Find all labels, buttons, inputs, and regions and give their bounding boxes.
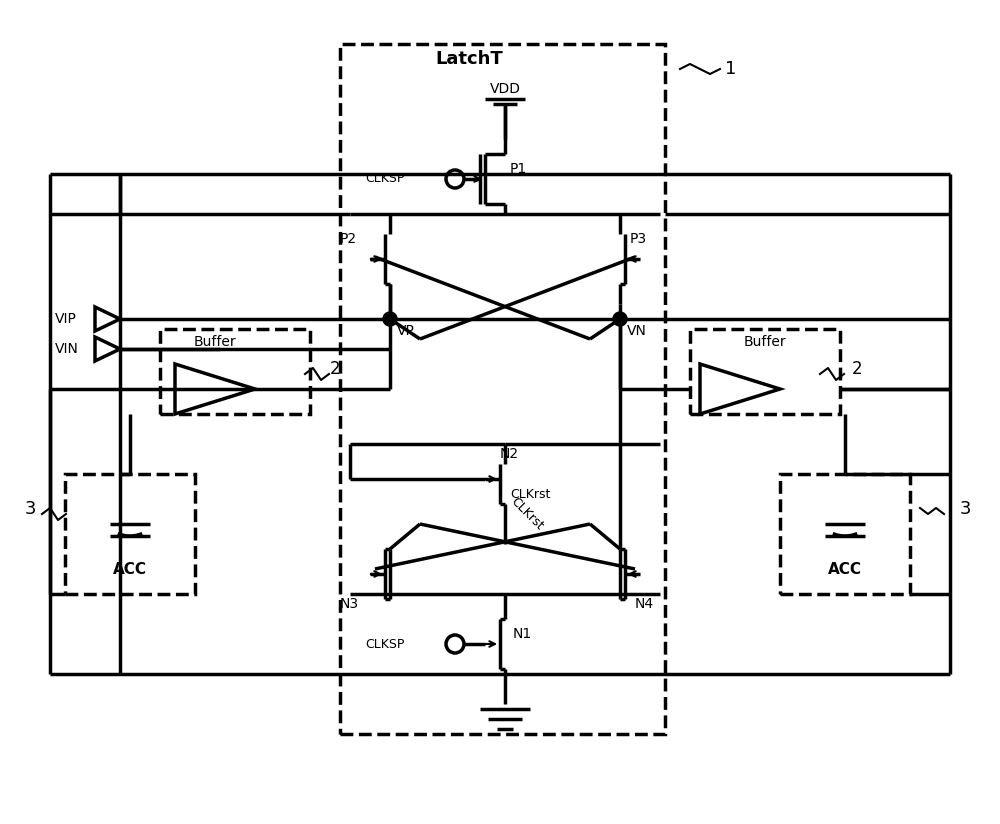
Text: VIP: VIP [55, 312, 77, 326]
Bar [160, 329, 310, 414]
Text: CLKrst: CLKrst [510, 488, 550, 500]
Text: N3: N3 [340, 597, 359, 611]
Text: N1: N1 [513, 627, 532, 641]
Text: VP: VP [397, 324, 415, 338]
Text: ACC: ACC [113, 561, 147, 577]
Bar [780, 474, 910, 594]
Text: VDD: VDD [490, 82, 521, 96]
Text: CLKrst: CLKrst [508, 495, 546, 533]
Circle shape [613, 312, 627, 326]
Text: Buffer: Buffer [194, 335, 236, 349]
Text: P3: P3 [630, 232, 647, 246]
Bar [340, 44, 665, 734]
Text: CLKSP: CLKSP [366, 638, 405, 650]
Text: N2: N2 [500, 447, 519, 461]
Circle shape [383, 312, 397, 326]
Text: 2: 2 [330, 360, 341, 378]
Text: 3: 3 [960, 500, 972, 518]
Bar [690, 329, 840, 414]
Text: CLKSP: CLKSP [366, 172, 405, 185]
Text: ACC: ACC [828, 561, 862, 577]
Text: N4: N4 [635, 597, 654, 611]
Text: P1: P1 [510, 162, 527, 176]
Text: LatchT: LatchT [435, 50, 503, 68]
Text: P2: P2 [340, 232, 357, 246]
Text: VN: VN [627, 324, 647, 338]
Text: VIN: VIN [55, 342, 79, 356]
Text: 2: 2 [852, 360, 863, 378]
Text: Buffer: Buffer [744, 335, 786, 349]
Bar [65, 474, 195, 594]
Text: 1: 1 [725, 60, 736, 78]
Text: 3: 3 [25, 500, 37, 518]
